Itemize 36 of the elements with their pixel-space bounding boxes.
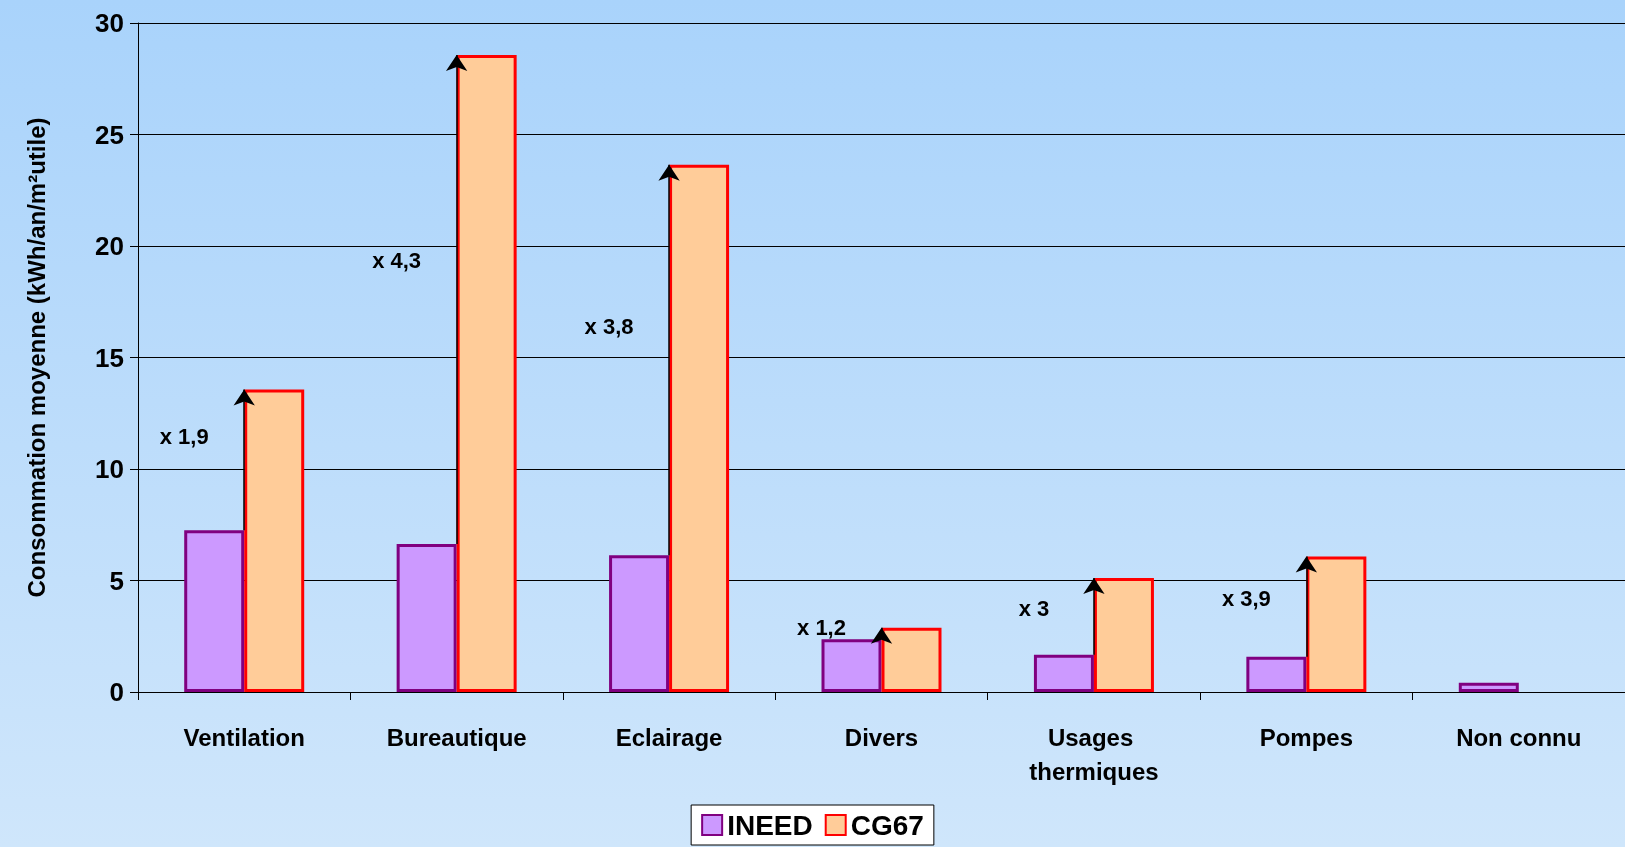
bar <box>1458 682 1519 692</box>
y-tick-label: 10 <box>95 454 124 484</box>
bar <box>456 55 517 692</box>
annotation: x 3,9 <box>1221 585 1271 611</box>
bar <box>609 555 670 692</box>
bar <box>396 543 457 692</box>
annotation: x 3,8 <box>584 314 634 340</box>
annotation: x 4,3 <box>372 247 422 273</box>
y-axis-title: Consommation moyenne (kWh/an/m²utile) <box>22 117 50 598</box>
x-tick-label: Bureautique <box>386 723 527 751</box>
bar <box>184 530 245 692</box>
x-tick-label: Pompes <box>1259 723 1354 751</box>
bar <box>244 389 305 692</box>
bar <box>669 164 730 692</box>
x-tick-label: Ventilation <box>183 723 305 751</box>
annotation: x 3 <box>1018 596 1050 622</box>
bar <box>881 627 942 692</box>
legend-label: INEED <box>727 809 813 841</box>
bar <box>1093 578 1154 692</box>
y-tick-label: 30 <box>95 8 124 38</box>
bar <box>1246 656 1307 692</box>
y-tick-label: 0 <box>109 677 124 707</box>
x-tick-label: Eclairage <box>615 723 723 751</box>
bar <box>1306 556 1367 692</box>
y-tick-label: 15 <box>95 342 124 373</box>
x-tick-label: Non connu <box>1456 723 1582 751</box>
y-tick-label: 25 <box>95 119 124 150</box>
x-tick-label: Usages thermiques <box>1029 723 1159 785</box>
bar <box>1033 654 1094 692</box>
bar <box>821 639 882 692</box>
y-tick-label: 5 <box>109 565 124 596</box>
x-tick-label: Divers <box>844 723 919 751</box>
annotation: x 1,2 <box>797 615 846 641</box>
annotation: x 1,9 <box>159 424 209 450</box>
legend-label: CG67 <box>850 809 924 841</box>
y-tick-label: 20 <box>95 231 124 261</box>
